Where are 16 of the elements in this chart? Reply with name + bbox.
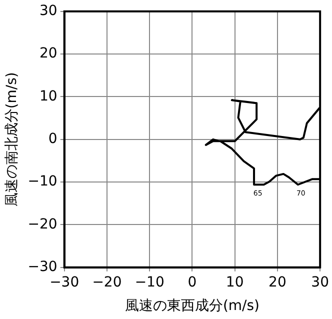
y-tick-label: 0 <box>48 131 58 148</box>
y-tick-label: −20 <box>28 216 58 232</box>
x-tick-label: −20 <box>92 274 122 290</box>
y-axis-title: 風速の南北成分(m/s) <box>4 72 20 207</box>
x-tick-label: 20 <box>268 274 286 290</box>
y-tick-label: −30 <box>28 259 58 276</box>
x-tick-label: −30 <box>50 274 80 290</box>
y-tick-label: −10 <box>28 174 58 190</box>
x-tick-label: −10 <box>134 274 164 290</box>
y-tick-label: 20 <box>40 46 58 62</box>
x-tick-label: 10 <box>226 274 244 290</box>
y-tick-label: 30 <box>40 3 58 20</box>
x-tick-label: 0 <box>188 274 197 290</box>
x-axis-title: 風速の東西成分(m/s) <box>124 298 260 314</box>
x-tick-label: 30 <box>311 274 330 290</box>
y-tick-label: 10 <box>40 88 58 104</box>
